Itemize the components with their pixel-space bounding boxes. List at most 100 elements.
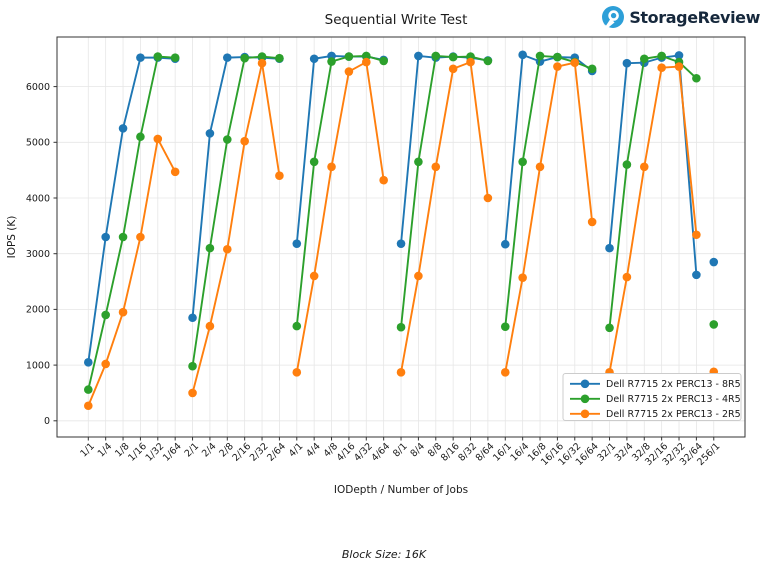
data-point-2 — [396, 368, 406, 377]
data-point-2 — [170, 167, 180, 177]
x-tick-label: 8/64 — [474, 441, 497, 464]
data-point-2 — [275, 171, 284, 181]
x-tick-label-group: 1/16 — [126, 441, 149, 464]
x-tick-label: 2/4 — [200, 441, 219, 460]
x-tick-label-group: 8/1 — [391, 441, 410, 460]
storagereview-icon — [602, 6, 625, 28]
data-point-2 — [240, 136, 249, 146]
series-line-0 — [87, 56, 176, 363]
x-tick-label-group: 16/4 — [508, 441, 531, 464]
data-point-0 — [136, 53, 145, 62]
data-point-2 — [622, 272, 632, 282]
data-point-2 — [84, 401, 93, 411]
data-point-0 — [622, 58, 632, 68]
data-point-2 — [483, 193, 493, 203]
data-point-2 — [639, 162, 649, 172]
x-tick-label-group: 8/64 — [474, 441, 497, 464]
legend-marker — [580, 394, 590, 404]
data-point-2 — [535, 162, 545, 172]
data-point-1 — [344, 52, 354, 61]
y-tick-label: 1000 — [26, 360, 50, 371]
data-point-1 — [692, 73, 701, 83]
y-tick-label: 2000 — [26, 305, 50, 316]
x-tick-label: 32/4 — [613, 441, 636, 464]
x-tick-label: 8/4 — [408, 441, 427, 460]
x-tick-label: 1/16 — [126, 441, 149, 464]
data-point-0 — [118, 124, 128, 133]
data-point-1 — [709, 320, 719, 329]
data-point-1 — [414, 157, 423, 167]
series-line-2 — [87, 138, 177, 407]
data-point-0 — [518, 50, 527, 60]
x-tick-label: 16/1 — [491, 441, 514, 464]
data-point-1 — [84, 385, 93, 394]
data-point-1 — [535, 51, 545, 61]
plot-area: 01000200030004000500060001/11/41/81/161/… — [26, 36, 746, 468]
data-point-1 — [587, 64, 597, 74]
x-tick-label: 4/16 — [335, 441, 358, 464]
series-line-2 — [191, 62, 281, 394]
y-tick-label: 5000 — [26, 138, 50, 149]
x-tick-label: 1/64 — [161, 441, 184, 464]
y-tick-label: 3000 — [26, 249, 50, 260]
data-point-1 — [379, 56, 388, 66]
x-tick-label-group: 4/4 — [304, 441, 323, 460]
legend: Dell R7715 2x PERC13 - 8R5 Dell R7715 2x … — [562, 373, 742, 421]
data-point-2 — [431, 162, 441, 172]
data-point-1 — [361, 51, 371, 61]
x-tick-label: 8/16 — [439, 441, 462, 464]
data-point-1 — [205, 243, 215, 253]
x-tick-label: 8/1 — [391, 441, 410, 460]
data-point-2 — [118, 307, 128, 317]
x-tick-label: 16/4 — [508, 441, 531, 464]
x-tick-label-group: 4/64 — [369, 441, 392, 464]
data-point-2 — [466, 57, 475, 67]
data-point-1 — [257, 52, 267, 61]
data-point-1 — [483, 56, 493, 66]
series-line-1 — [87, 55, 176, 390]
x-tick-label: 1/1 — [78, 441, 97, 460]
x-tick-label-group: 8/32 — [456, 441, 479, 464]
storagereview-logo: StorageReview — [602, 6, 760, 28]
x-tick-label-group: 1/4 — [96, 441, 115, 460]
y-axis-label: IOPS (K) — [6, 216, 18, 259]
data-point-1 — [292, 321, 302, 331]
series-line-2 — [400, 61, 489, 373]
data-point-2 — [500, 368, 510, 377]
legend-box — [562, 373, 742, 421]
data-point-1 — [222, 135, 232, 144]
data-point-2 — [379, 175, 388, 185]
data-point-2 — [136, 232, 145, 242]
data-point-1 — [118, 232, 128, 242]
data-point-1 — [448, 52, 458, 62]
x-tick-label: 2/16 — [230, 441, 253, 464]
x-tick-label: 4/4 — [304, 441, 323, 460]
data-point-0 — [709, 257, 719, 267]
x-tick-label-group: 4/16 — [335, 441, 358, 464]
data-point-2 — [257, 58, 267, 68]
x-tick-label-group: 2/16 — [230, 441, 253, 464]
data-point-2 — [570, 58, 580, 67]
legend-label: Dell R7715 2x PERC13 - 4R5 — [606, 394, 741, 405]
x-tick-label-group: 16/1 — [491, 441, 514, 464]
x-tick-label-group: 2/1 — [183, 441, 202, 460]
data-point-0 — [205, 129, 215, 138]
data-point-0 — [605, 243, 614, 253]
x-tick-label-group: 2/32 — [248, 441, 271, 464]
data-point-2 — [587, 217, 597, 227]
data-point-2 — [101, 359, 110, 369]
data-point-1 — [518, 157, 527, 167]
series-line-0 — [295, 55, 384, 244]
data-point-2 — [205, 321, 215, 331]
x-tick-label-group: 1/32 — [144, 441, 167, 464]
data-point-1 — [500, 322, 510, 331]
data-point-1 — [657, 51, 666, 61]
data-point-0 — [500, 239, 510, 249]
y-tick-label: 4000 — [26, 193, 50, 204]
data-point-1 — [622, 160, 632, 169]
sequential-write-chart: Sequential Write Test IODepth / Number o… — [6, 12, 746, 496]
x-tick-label: 2/32 — [248, 441, 271, 464]
legend-label: Dell R7715 2x PERC13 - 2R5 — [606, 409, 741, 420]
data-point-1 — [605, 323, 614, 333]
series-line-1 — [191, 55, 280, 367]
